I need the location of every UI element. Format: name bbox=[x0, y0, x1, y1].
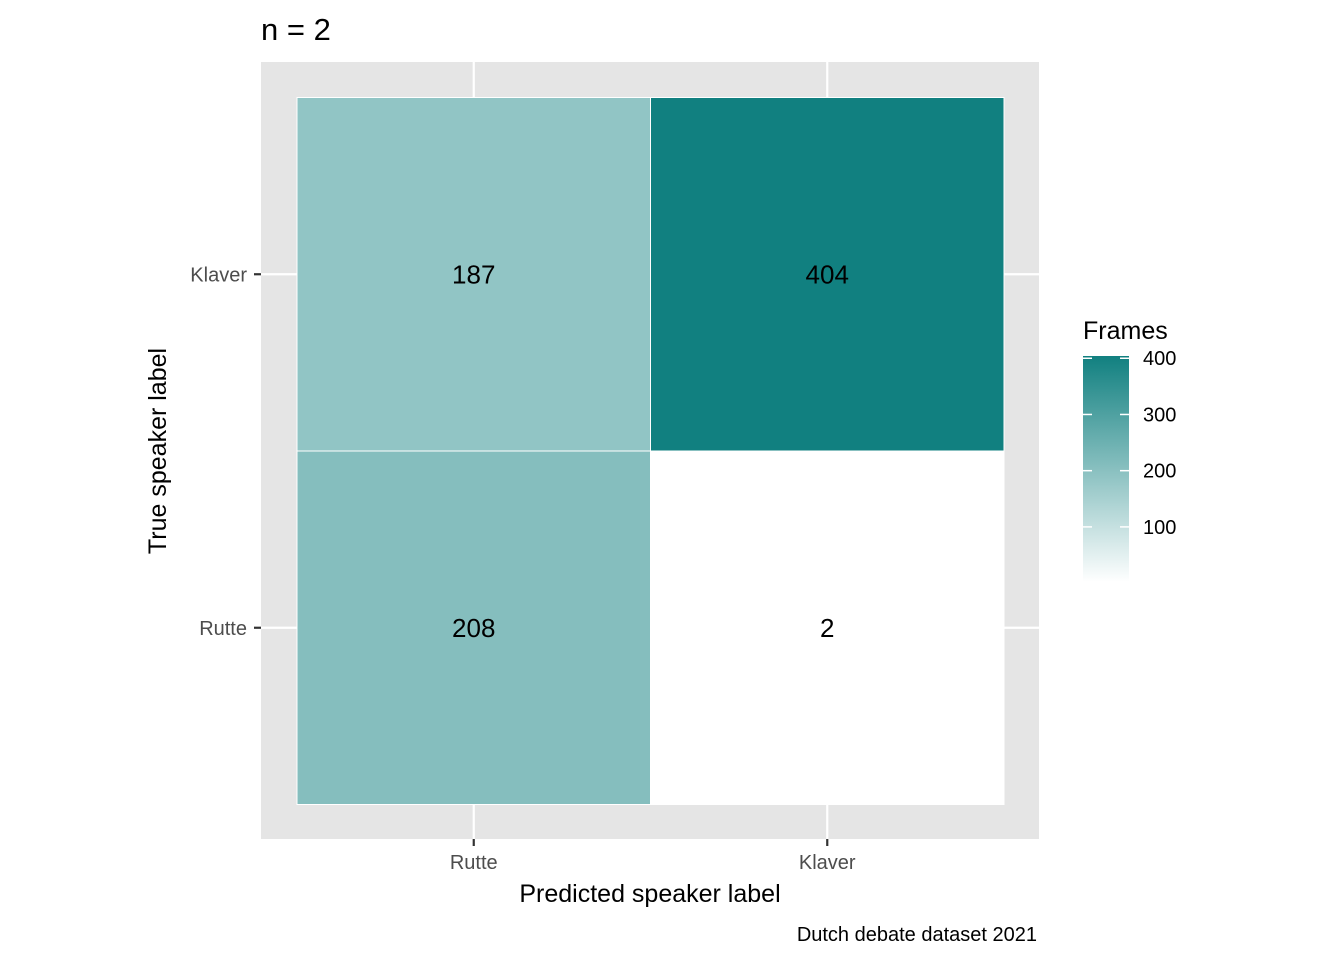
x-axis-title: Predicted speaker label bbox=[519, 880, 780, 908]
cell-rutte-klaver bbox=[650, 450, 1005, 805]
legend-tick-label-300: 300 bbox=[1143, 404, 1176, 426]
x-tick-label-rutte: Rutte bbox=[450, 852, 498, 874]
y-axis: Rutte Klaver bbox=[190, 264, 261, 640]
chart-caption: Dutch debate dataset 2021 bbox=[797, 924, 1037, 946]
cell-label-rutte-klaver: 2 bbox=[820, 613, 834, 643]
heatmap-cell-labels: 187 404 208 2 bbox=[452, 259, 849, 643]
y-tick-label-rutte: Rutte bbox=[199, 618, 247, 640]
plot-panel: 187 404 208 2 bbox=[261, 62, 1039, 839]
cell-label-klaver-rutte: 187 bbox=[452, 259, 495, 289]
legend-tick-label-100: 100 bbox=[1143, 517, 1176, 539]
legend-tick-label-400: 400 bbox=[1143, 348, 1176, 370]
color-legend: Frames 100 200 300 400 bbox=[1083, 317, 1176, 582]
cell-label-rutte-rutte: 208 bbox=[452, 613, 495, 643]
x-tick-label-klaver: Klaver bbox=[799, 852, 856, 874]
legend-tick-label-200: 200 bbox=[1143, 461, 1176, 483]
legend-colorbar bbox=[1083, 356, 1129, 582]
chart-title: n = 2 bbox=[261, 12, 331, 47]
cell-label-klaver-klaver: 404 bbox=[806, 259, 849, 289]
cell-rutte-rutte bbox=[296, 450, 651, 805]
x-axis: Rutte Klaver bbox=[450, 839, 856, 874]
cell-klaver-klaver bbox=[650, 97, 1005, 452]
y-tick-label-klaver: Klaver bbox=[190, 264, 247, 286]
legend-title: Frames bbox=[1083, 317, 1168, 345]
y-axis-title: True speaker label bbox=[144, 348, 172, 554]
legend-ticks: 100 200 300 400 bbox=[1083, 348, 1176, 539]
heatmap-cells bbox=[296, 97, 1005, 805]
